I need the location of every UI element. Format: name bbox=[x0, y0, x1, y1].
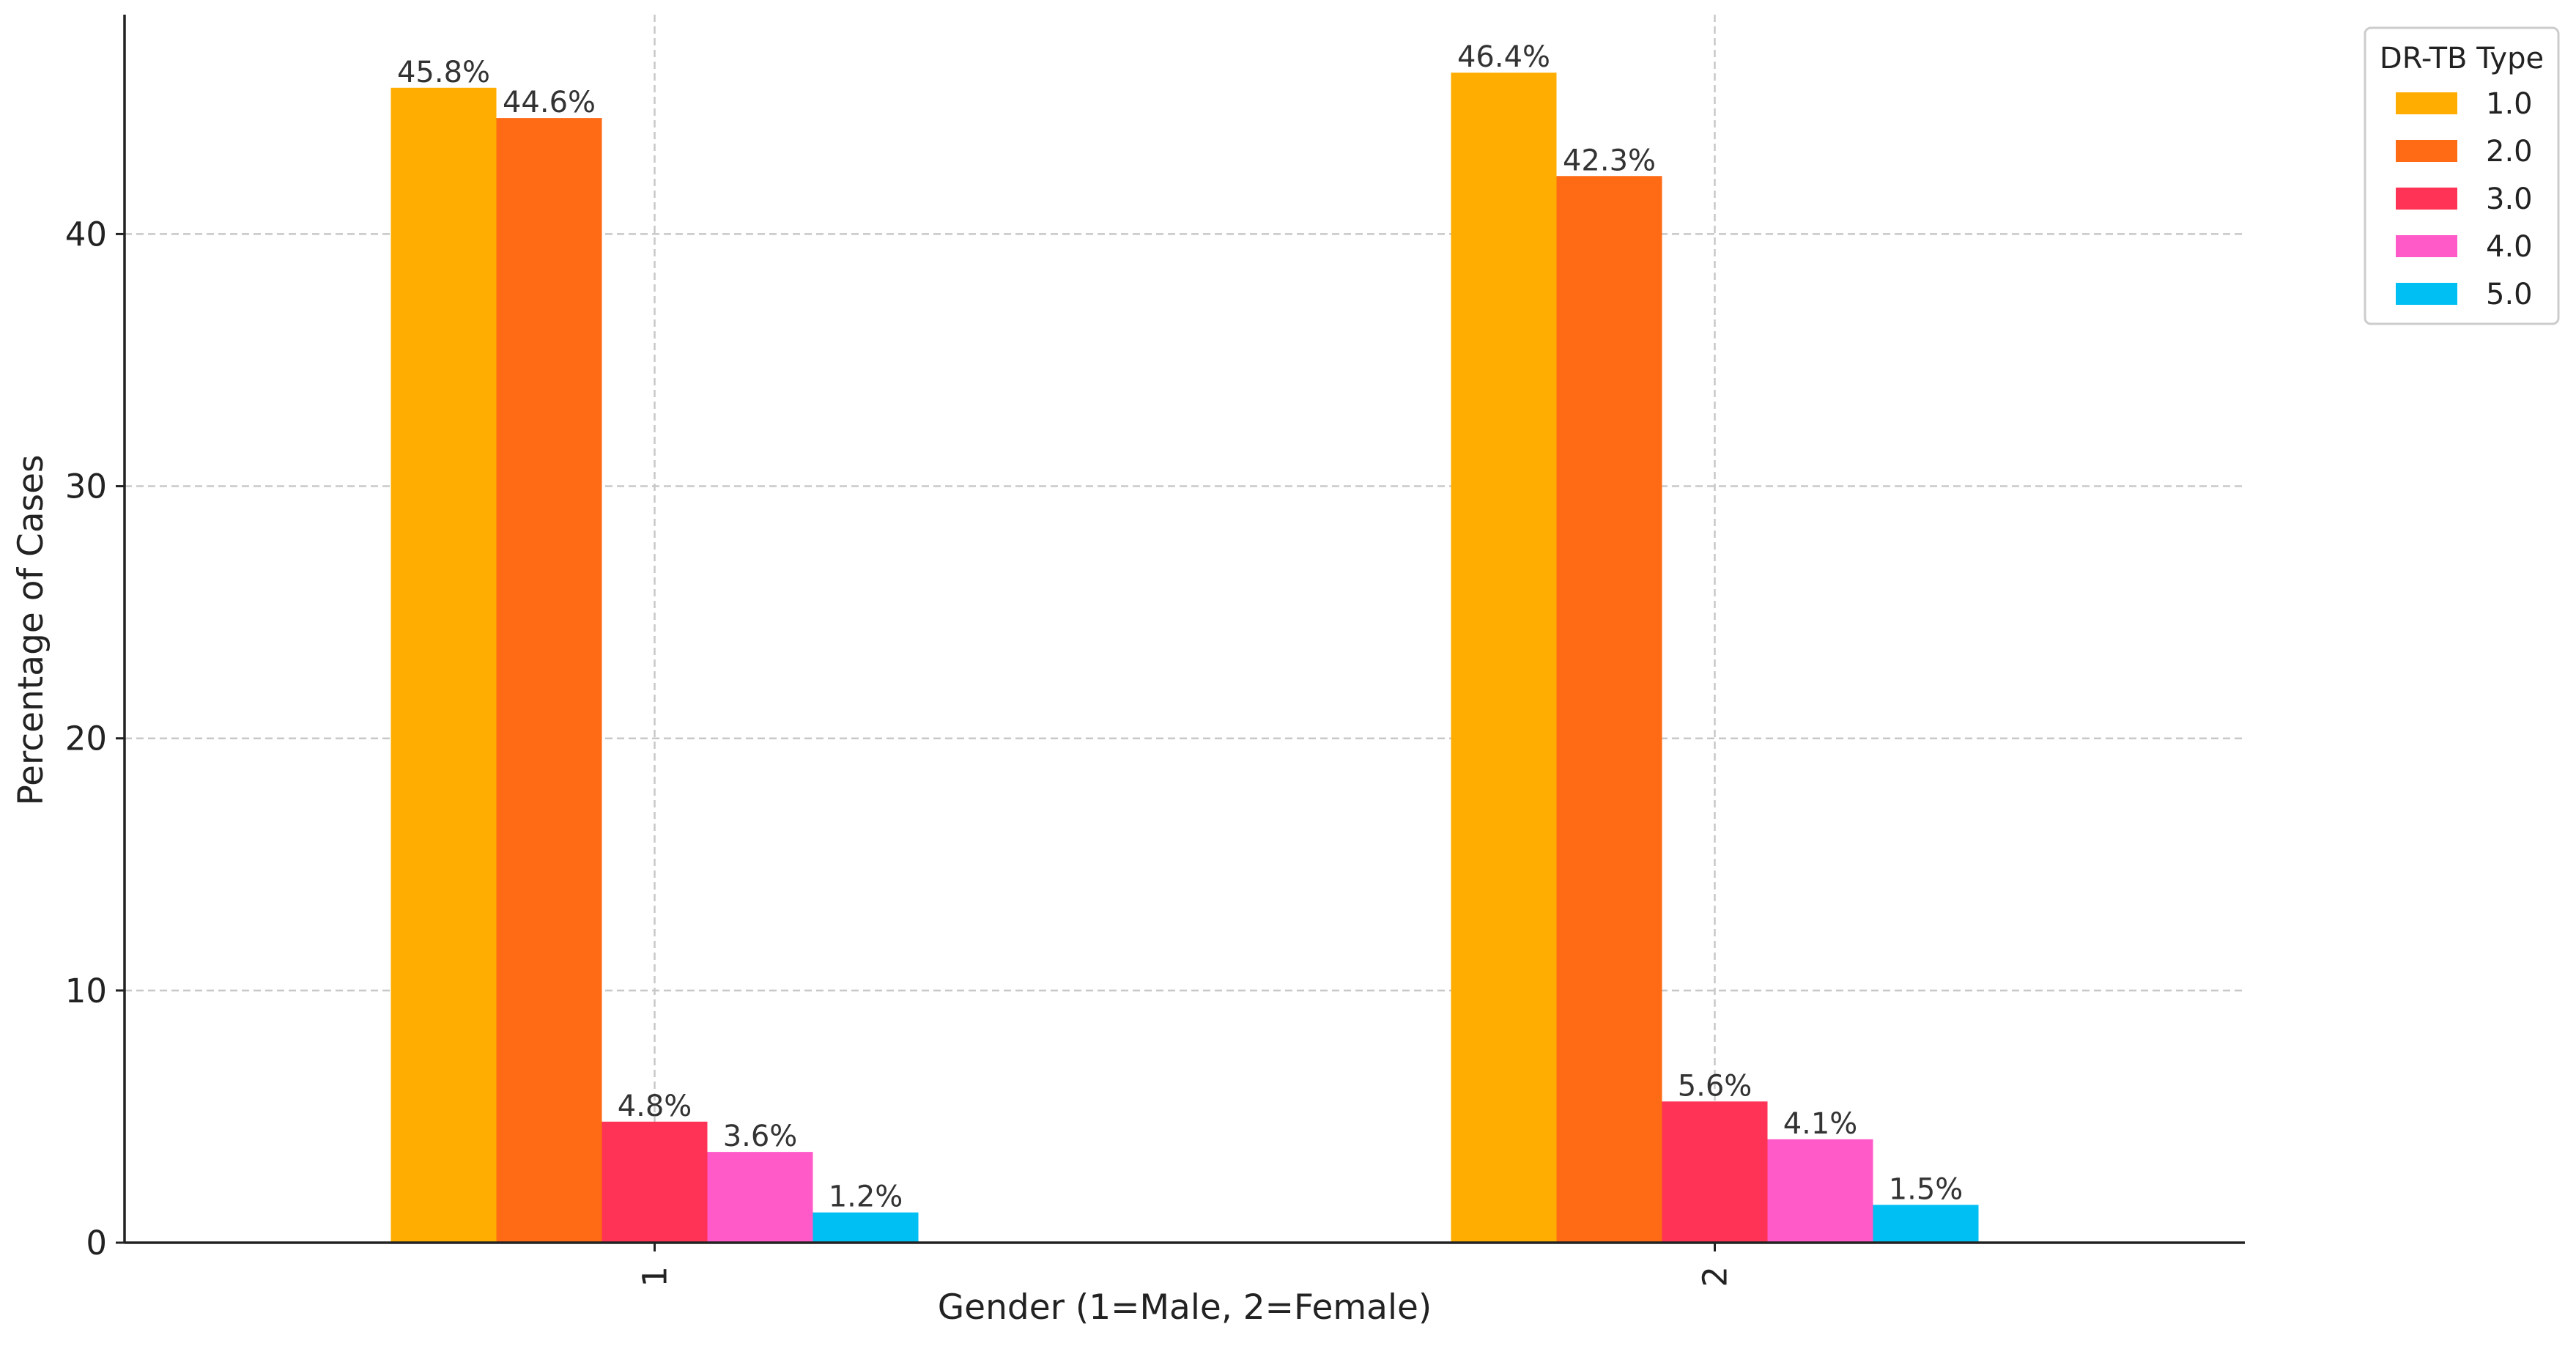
legend-items: 1.0 2.0 3.0 4.0 5.0 bbox=[2396, 87, 2533, 311]
x-axis-title: Gender (1=Male, 2=Female) bbox=[938, 1287, 1432, 1328]
y-tick-label: 40 bbox=[65, 215, 107, 254]
data-labels-layer: 45.8% 46.4% 44.6% 42.3% 4.8% 5.6% 3.6% 4.1% 1.2%… bbox=[397, 40, 1963, 1214]
bar-value-label: 4.8% bbox=[618, 1090, 692, 1123]
legend-title: DR-TB Type bbox=[2380, 42, 2544, 75]
bar-value-label: 1.5% bbox=[1889, 1172, 1964, 1206]
bar-1.0-cat-2 bbox=[1451, 73, 1557, 1243]
y-tick-label: 30 bbox=[65, 467, 107, 506]
bar-value-label: 46.4% bbox=[1457, 40, 1550, 74]
bar-2.0-cat-2 bbox=[1556, 176, 1662, 1243]
legend-label: 3.0 bbox=[2486, 182, 2533, 216]
bar-5.0-cat-2 bbox=[1873, 1205, 1979, 1243]
bar-3.0-cat-1 bbox=[602, 1121, 708, 1243]
legend-swatch-1.0 bbox=[2396, 92, 2457, 114]
y-tick-label: 10 bbox=[65, 972, 107, 1010]
legend: DR-TB Type 1.0 2.0 3.0 4.0 5.0 bbox=[2364, 26, 2560, 325]
legend-label: 4.0 bbox=[2486, 230, 2533, 264]
bar-value-label: 5.6% bbox=[1678, 1069, 1753, 1103]
bar-1.0-cat-1 bbox=[391, 87, 497, 1243]
legend-swatch-2.0 bbox=[2396, 140, 2457, 162]
legend-label: 5.0 bbox=[2486, 278, 2533, 311]
y-axis-title: Percentage of Cases bbox=[11, 454, 51, 805]
y-tick-label: 20 bbox=[65, 720, 107, 758]
legend-label: 1.0 bbox=[2486, 87, 2533, 121]
bar-value-label: 3.6% bbox=[723, 1120, 798, 1153]
legend-swatch-4.0 bbox=[2396, 235, 2457, 257]
bar-value-label: 45.8% bbox=[397, 56, 490, 89]
bar-3.0-cat-2 bbox=[1662, 1101, 1768, 1243]
bar-2.0-cat-1 bbox=[496, 118, 602, 1243]
legend-swatch-3.0 bbox=[2396, 188, 2457, 210]
y-tick-label: 0 bbox=[86, 1224, 107, 1262]
bar-4.0-cat-1 bbox=[707, 1152, 813, 1243]
x-tick-label: 2 bbox=[1696, 1266, 1735, 1287]
bar-5.0-cat-1 bbox=[813, 1212, 919, 1243]
bar-value-label: 44.6% bbox=[503, 86, 596, 119]
axes-layer: 0 10 20 30 40 1 2 bbox=[65, 15, 2245, 1287]
bars-layer bbox=[391, 73, 1979, 1243]
bar-value-label: 4.1% bbox=[1783, 1107, 1858, 1141]
legend-swatch-5.0 bbox=[2396, 283, 2457, 305]
bar-value-label: 1.2% bbox=[829, 1180, 903, 1214]
bar-4.0-cat-2 bbox=[1767, 1139, 1873, 1243]
bar-value-label: 42.3% bbox=[1563, 144, 1656, 177]
legend-label: 2.0 bbox=[2486, 135, 2533, 169]
x-tick-label: 1 bbox=[636, 1266, 675, 1287]
